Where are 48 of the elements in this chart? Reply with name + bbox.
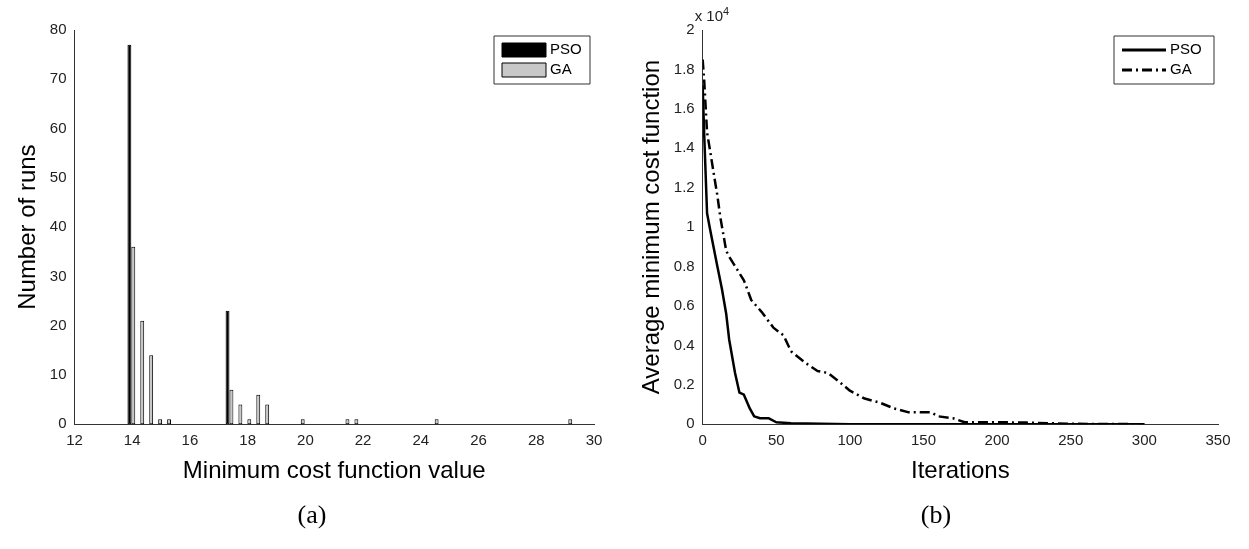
text: (b) <box>919 500 953 530</box>
y-tick-label: 1.8 <box>673 59 695 77</box>
x-tick-label: 30 <box>585 431 603 449</box>
y-tick-label: 60 <box>49 118 67 136</box>
x-tick-label: 350 <box>1205 431 1231 449</box>
x-tick-label: 50 <box>767 431 785 449</box>
y-axis-title: Number of runs <box>13 144 41 310</box>
x-tick-label: 0 <box>698 431 707 449</box>
y-tick-label: 10 <box>49 365 67 383</box>
legend-label: PSO <box>1170 40 1202 58</box>
legend-label: PSO <box>550 40 582 58</box>
x-tick-label: 150 <box>911 431 937 449</box>
x-tick-label: 24 <box>412 431 430 449</box>
x-tick-label: 18 <box>239 431 256 449</box>
x-axis-title: Minimum cost function value <box>182 456 486 484</box>
y-tick-label: 30 <box>49 266 67 284</box>
y-tick-label: 0 <box>58 414 67 432</box>
x-tick-label: 22 <box>354 431 372 449</box>
y-tick-label: 0.8 <box>673 256 695 274</box>
x-tick-label: 100 <box>837 431 863 449</box>
x-tick-label: 14 <box>123 431 141 449</box>
y-tick-label: 1.4 <box>673 138 695 156</box>
legend-label: GA <box>1170 60 1192 78</box>
x-tick-label: 28 <box>527 431 545 449</box>
y-tick-label: 50 <box>49 167 67 185</box>
y-tick-label: 20 <box>49 315 67 333</box>
y-tick-label: 0.6 <box>673 296 695 314</box>
x-tick-label: 12 <box>66 431 83 449</box>
y-tick-label: 0 <box>686 414 695 432</box>
y-tick-label: 0.4 <box>673 335 695 353</box>
x-tick-label: 300 <box>1131 431 1157 449</box>
x-tick-label: 20 <box>297 431 314 449</box>
y-tick-label: 40 <box>49 217 67 235</box>
x-tick-label: 250 <box>1058 431 1084 449</box>
y-tick-label: 1 <box>686 217 695 235</box>
x-tick-label: 16 <box>181 431 199 449</box>
x-tick-label: 200 <box>984 431 1010 449</box>
y-tick-label: 1.6 <box>673 98 695 116</box>
y-tick-label: 1.2 <box>673 177 695 195</box>
legend-label: GA <box>550 60 572 78</box>
y-tick-label: 2 <box>686 20 695 38</box>
text: (a) <box>296 500 328 530</box>
x-tick-label: 26 <box>470 431 487 449</box>
y-tick-label: 70 <box>49 69 67 87</box>
x-axis-title: Iterations <box>910 456 1010 484</box>
y-axis-title: Average minimum cost function <box>637 59 665 395</box>
y-tick-label: 0.2 <box>673 374 695 392</box>
y-tick-label: 80 <box>49 20 67 38</box>
